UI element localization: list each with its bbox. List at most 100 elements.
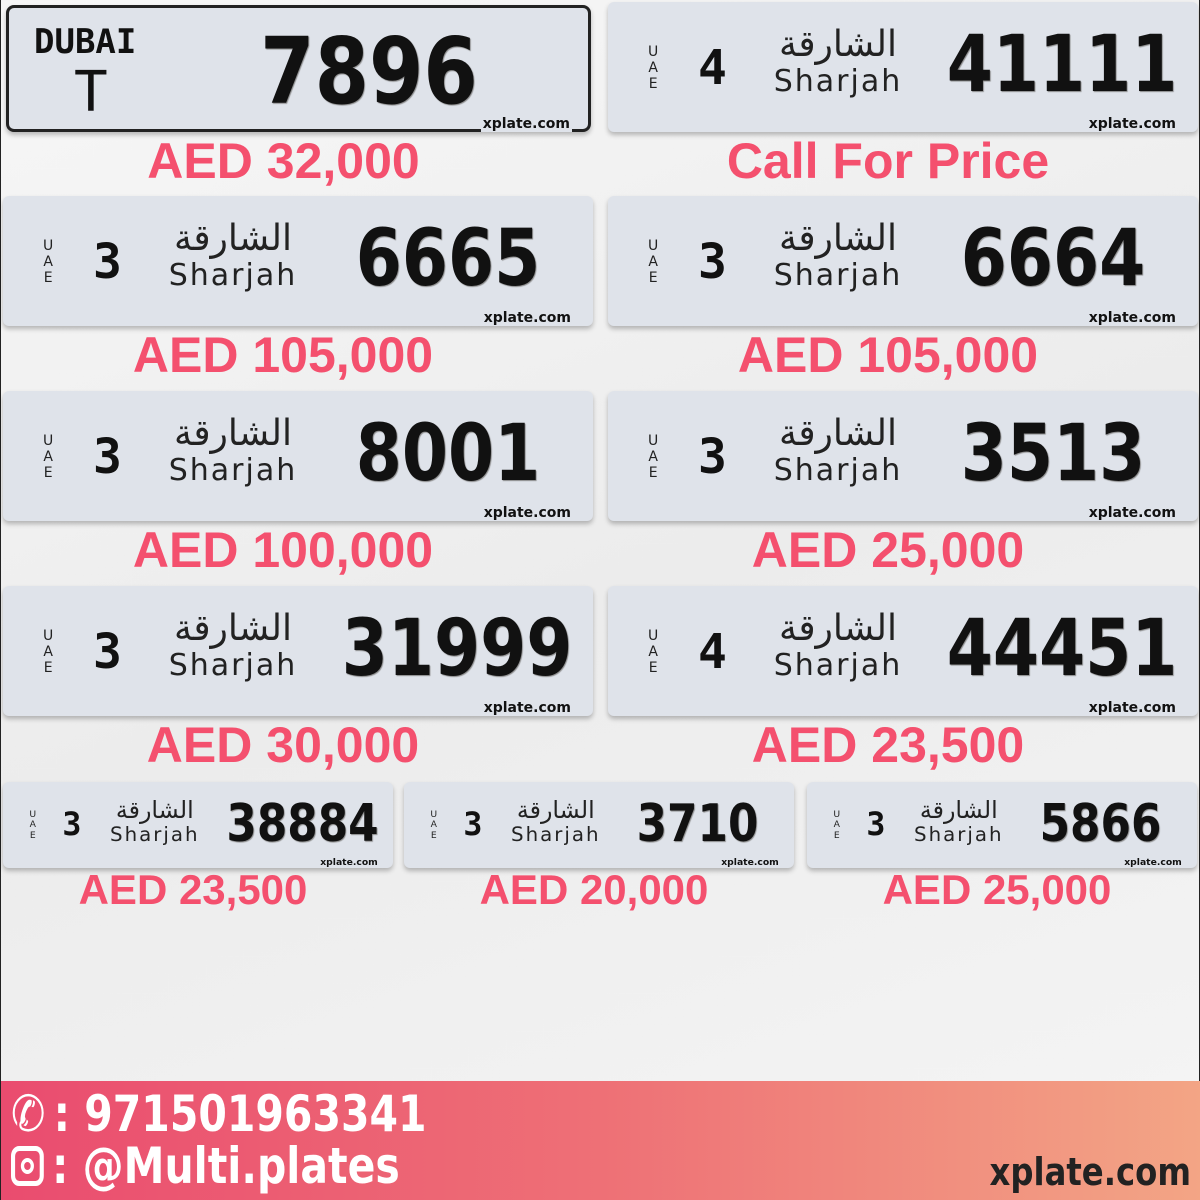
instagram-line[interactable]: : @Multi.plates: [11, 1137, 400, 1195]
watermark: xplate.com: [719, 857, 781, 868]
plate-number: 6664: [960, 214, 1146, 304]
plate-number: 38884: [226, 793, 379, 854]
uae-letter: U: [43, 628, 54, 644]
uae-letter: U: [648, 433, 659, 449]
uae-letter: A: [430, 819, 437, 831]
watermark: xplate.com: [481, 700, 573, 716]
uae-letter: E: [648, 270, 658, 286]
watermark: xplate.com: [1086, 700, 1178, 716]
emirate-name: الشارقة Sharjah: [511, 795, 601, 847]
plate-code: 4: [698, 40, 727, 96]
phone-line[interactable]: ✆: 971501963341: [11, 1085, 427, 1143]
watermark: xplate.com: [318, 857, 380, 868]
price: AED 20,000: [479, 866, 709, 913]
uae-letter: A: [648, 644, 658, 660]
plate-code: 3: [866, 807, 886, 844]
plate-number: 31999: [341, 604, 573, 694]
emirate-name: الشارقة Sharjah: [773, 218, 903, 293]
emirate-name: الشارقة Sharjah: [773, 413, 903, 488]
uae-letter: E: [29, 829, 36, 841]
price: AED 25,000: [882, 866, 1112, 913]
emirate-name: الشارقة Sharjah: [773, 608, 903, 683]
uae-letter: A: [29, 819, 36, 831]
uae-letter: U: [833, 808, 841, 820]
price: Call For Price: [726, 133, 1050, 189]
plate-code: 3: [698, 429, 727, 485]
price: AED 100,000: [132, 522, 434, 578]
uae-letter: E: [648, 465, 658, 481]
instagram-icon: [11, 1146, 44, 1186]
plate-code: 3: [463, 807, 483, 844]
watermark: xplate.com: [1122, 857, 1184, 868]
uae-letter: E: [430, 829, 437, 841]
footer-site[interactable]: xplate.com: [989, 1150, 1191, 1194]
plate-number: 41111: [946, 20, 1178, 110]
uae-letter: E: [43, 660, 53, 676]
uae-letter: A: [648, 449, 658, 465]
plate-number: 5866: [1039, 793, 1162, 854]
plate-dubai[interactable]: DUBAI T 7896 xplate.com: [6, 5, 591, 132]
uae-letter: U: [43, 433, 54, 449]
price: AED 105,000: [132, 327, 434, 383]
price: AED 25,000: [751, 522, 1025, 578]
emirate-name: الشارقة Sharjah: [168, 608, 298, 683]
emirate-name: الشارقة Sharjah: [168, 218, 298, 293]
uae-letter: U: [29, 808, 37, 820]
phone-icon: ✆: [11, 1085, 46, 1143]
uae-letter: E: [648, 76, 658, 92]
price: AED 30,000: [146, 717, 420, 773]
watermark: xplate.com: [1086, 505, 1178, 521]
uae-letter: U: [648, 628, 659, 644]
plate-number: 3710: [636, 793, 759, 854]
watermark: xplate.com: [480, 116, 572, 132]
emirate-name: الشارقة Sharjah: [773, 24, 903, 99]
watermark: xplate.com: [481, 310, 573, 326]
price: AED 23,500: [751, 717, 1025, 773]
footer: ✆: 971501963341 : @Multi.plates xplate.c…: [1, 1081, 1200, 1200]
plate-code: 3: [62, 807, 82, 844]
plate-number: 6665: [355, 214, 541, 304]
emirate-name: الشارقة Sharjah: [914, 795, 1004, 847]
plate-number: 3513: [960, 409, 1146, 499]
uae-letter: U: [430, 808, 438, 820]
uae-letter: A: [43, 449, 53, 465]
emirate-name: الشارقة Sharjah: [168, 413, 298, 488]
price: AED 23,500: [78, 866, 308, 913]
plate-code: 4: [698, 624, 727, 680]
plate-code: 3: [93, 429, 122, 485]
uae-letter: A: [648, 60, 658, 76]
plate-code: 3: [698, 234, 727, 290]
uae-letter: U: [648, 238, 659, 254]
plate-number: 8001: [355, 409, 541, 499]
emirate-name: الشارقة Sharjah: [110, 795, 200, 847]
uae-letter: A: [648, 254, 658, 270]
price: AED 105,000: [737, 327, 1039, 383]
uae-letter: U: [648, 44, 659, 60]
dubai-logo: DUBAI: [34, 22, 137, 62]
uae-letter: A: [43, 644, 53, 660]
watermark: xplate.com: [1086, 116, 1178, 132]
uae-letter: E: [43, 270, 53, 286]
uae-letter: E: [833, 829, 840, 841]
watermark: xplate.com: [1086, 310, 1178, 326]
uae-letter: E: [43, 465, 53, 481]
uae-letter: A: [833, 819, 840, 831]
